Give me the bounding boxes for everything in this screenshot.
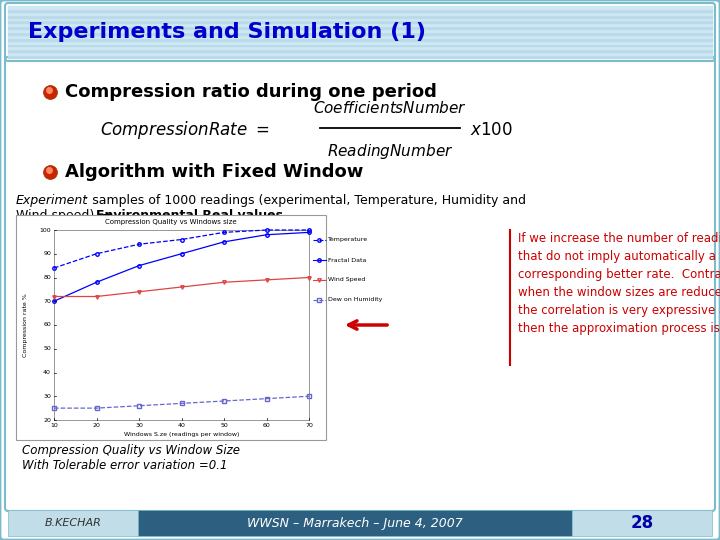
Text: 60: 60	[263, 423, 271, 428]
Text: $\mathit{ReadingNumber}$: $\mathit{ReadingNumber}$	[327, 142, 454, 161]
Text: 10: 10	[50, 423, 58, 428]
Text: Temperature: Temperature	[328, 238, 368, 242]
Text: 40: 40	[178, 423, 186, 428]
Text: 30: 30	[135, 423, 143, 428]
Text: Compression Quality vs Window Size: Compression Quality vs Window Size	[22, 444, 240, 457]
Text: Dew on Humidity: Dew on Humidity	[328, 298, 382, 302]
Bar	[8, 23, 712, 26]
Text: 100: 100	[40, 227, 51, 233]
Bar	[8, 46, 712, 49]
Text: 60: 60	[43, 322, 51, 327]
FancyBboxPatch shape	[5, 57, 715, 511]
Text: Fractal Data: Fractal Data	[328, 258, 366, 262]
Text: 30: 30	[43, 394, 51, 399]
Text: Experiment: Experiment	[16, 194, 88, 207]
Text: when the window sizes are reduced,: when the window sizes are reduced,	[518, 286, 720, 299]
Text: Compression rate %: Compression rate %	[24, 293, 29, 357]
Text: corresponding better rate.  Contrary,: corresponding better rate. Contrary,	[518, 268, 720, 281]
Text: Wind speed)  →: Wind speed) →	[16, 209, 117, 222]
Text: 28: 28	[631, 514, 654, 532]
Text: that do not imply automatically a: that do not imply automatically a	[518, 250, 716, 263]
Bar	[16, 215, 326, 440]
Text: Algorithm with Fixed Window: Algorithm with Fixed Window	[65, 163, 364, 181]
Text: 70: 70	[43, 299, 51, 303]
Bar	[8, 49, 712, 52]
Text: 20: 20	[93, 423, 100, 428]
Bar	[8, 55, 712, 58]
Bar	[54, 230, 309, 420]
Bar	[8, 12, 712, 15]
Text: WWSN – Marrakech – June 4, 2007: WWSN – Marrakech – June 4, 2007	[247, 516, 463, 530]
Bar	[8, 6, 712, 9]
Text: Experiments and Simulation (1): Experiments and Simulation (1)	[28, 22, 426, 42]
Text: 50: 50	[220, 423, 228, 428]
Text: Wind Speed: Wind Speed	[328, 278, 365, 282]
Bar	[8, 32, 712, 35]
Bar	[8, 38, 712, 40]
Bar	[572, 510, 712, 536]
Text: Environmental Real values: Environmental Real values	[96, 209, 283, 222]
Bar	[8, 29, 712, 32]
Text: Compression Quality vs Windows size: Compression Quality vs Windows size	[105, 219, 237, 225]
Bar	[8, 15, 712, 18]
Text: : samples of 1000 readings (experimental, Temperature, Humidity and: : samples of 1000 readings (experimental…	[84, 194, 526, 207]
Text: $x100$: $x100$	[470, 121, 513, 139]
Bar	[8, 510, 138, 536]
Text: 50: 50	[43, 346, 51, 351]
Bar	[8, 35, 712, 38]
Text: B.KECHAR: B.KECHAR	[45, 518, 102, 528]
Text: $\mathit{CompressionRate}$ $=$: $\mathit{CompressionRate}$ $=$	[100, 119, 274, 141]
Text: With Tolerable error variation =0.1: With Tolerable error variation =0.1	[22, 459, 228, 472]
Bar	[8, 40, 712, 44]
Text: 40: 40	[43, 370, 51, 375]
Text: 80: 80	[43, 275, 51, 280]
Bar	[8, 18, 712, 21]
Text: 90: 90	[43, 251, 51, 256]
Bar	[8, 21, 712, 23]
Bar	[138, 510, 572, 536]
Bar	[8, 26, 712, 29]
Text: Windows S.ze (readings per window): Windows S.ze (readings per window)	[124, 432, 239, 437]
Text: $\mathit{CoefficientsNumber}$: $\mathit{CoefficientsNumber}$	[313, 100, 467, 116]
Text: 70: 70	[305, 423, 313, 428]
Bar	[8, 52, 712, 55]
Text: then the approximation process is better.: then the approximation process is better…	[518, 322, 720, 335]
Text: 20: 20	[43, 417, 51, 422]
Text: Compression ratio during one period: Compression ratio during one period	[65, 83, 437, 101]
Bar	[8, 9, 712, 12]
Text: the correlation is very expressive and: the correlation is very expressive and	[518, 304, 720, 317]
Text: If we increase the number of readings,: If we increase the number of readings,	[518, 232, 720, 245]
Bar	[8, 44, 712, 46]
